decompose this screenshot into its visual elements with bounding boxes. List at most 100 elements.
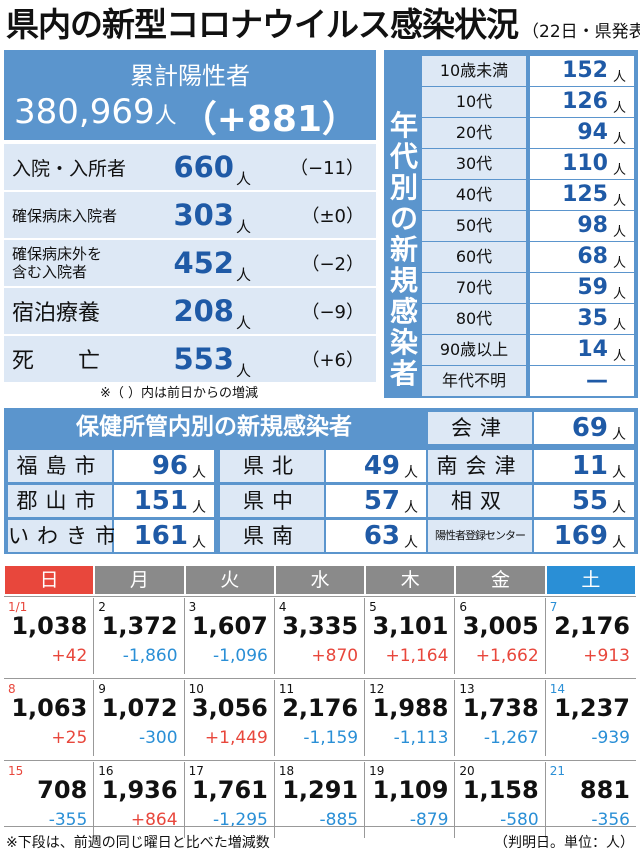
day-change: +25 — [51, 728, 88, 748]
health-center-count: 151 — [133, 486, 188, 516]
health-center-name: 南会津 — [428, 450, 532, 482]
day-change: -1,113 — [393, 728, 449, 748]
health-center-name: 県中 — [220, 485, 324, 517]
cumulative-label: 累計陽性者 — [130, 62, 250, 90]
health-center-name: 県北 — [220, 450, 324, 482]
health-center-unit: 人 — [192, 500, 206, 516]
calendar-day: 12 1,988 -1,113 — [365, 680, 456, 756]
age-unit: 人 — [612, 256, 626, 271]
stat-row: 確保病床入院者 303 人 （±0） — [4, 192, 376, 238]
age-value-cell: 126 人 — [530, 87, 634, 117]
day-change: +870 — [311, 646, 359, 666]
title-main: 県内の新型コロナウイルス感染状況 — [6, 5, 519, 44]
stat-unit: 人 — [236, 266, 252, 284]
health-center-value-cell: 69 人 — [534, 412, 634, 444]
stat-value: 303 — [173, 198, 234, 232]
health-center-unit: 人 — [612, 535, 626, 551]
health-center-unit: 人 — [192, 465, 206, 481]
stat-change: （−9） — [301, 302, 364, 323]
day-count: 3,101 — [372, 612, 449, 640]
day-change: +42 — [51, 646, 88, 666]
health-center-value-cell: 151 人 — [114, 485, 214, 517]
stat-name-line1: 確保病床外を — [12, 245, 103, 263]
calendar-day: 2 1,372 -1,860 — [94, 598, 185, 674]
health-center-name: 県南 — [220, 520, 324, 552]
stat-value: 452 — [173, 246, 234, 280]
age-value-cell: 68 人 — [530, 242, 634, 272]
age-group-label: 10歳未満 — [422, 56, 526, 86]
health-center-count: 96 — [151, 451, 188, 481]
health-center-count: 49 — [363, 451, 400, 481]
summary-note: ※（ ）内は前日からの増減 — [100, 386, 259, 401]
age-group-label: 50代 — [422, 211, 526, 241]
health-center-name: 陽性者登録センター — [428, 520, 532, 552]
calendar-bottom-line — [4, 826, 636, 827]
day-count: 1,291 — [282, 776, 359, 804]
stat-name-line2: 含む入院者 — [12, 263, 88, 281]
calendar-day: 18 1,291 -885 — [275, 762, 366, 838]
stat-change: （−11） — [290, 158, 364, 179]
day-date: 7 — [549, 600, 558, 614]
age-value-cell: 14 人 — [530, 335, 634, 365]
footnote-left: ※下段は、前週の同じ曜日と比べた増減数 — [6, 835, 270, 851]
health-center-name: 相双 — [428, 485, 532, 517]
day-count: 1,738 — [462, 694, 539, 722]
age-value-cell: 110 人 — [530, 149, 634, 179]
age-group-label: 年代不明 — [422, 366, 526, 396]
age-row: 30代 110 人 — [422, 149, 634, 179]
health-center-unit: 人 — [404, 535, 418, 551]
age-count: 94 — [577, 120, 608, 145]
health-center-value-cell: 11 人 — [534, 450, 634, 482]
age-unit: 人 — [612, 318, 626, 333]
age-row: 年代不明 — — [422, 366, 634, 396]
stat-name: 入院・入所者 — [12, 157, 127, 180]
day-date: 16 — [98, 764, 114, 778]
day-change: -1,096 — [213, 646, 268, 666]
calendar-day: 17 1,761 -1,295 — [185, 762, 275, 838]
day-change: -356 — [591, 810, 630, 830]
health-center-panel: 保健所管内別の新規感染者 福島市 96 人県北 49 人南会津 11 人郡山市 151 人県中 5… — [4, 408, 638, 554]
cumulative-positive-panel: 累計陽性者 380,969人 （+881） — [4, 50, 376, 140]
age-count: — — [586, 368, 608, 393]
cumulative-total: 380,969人 — [14, 92, 177, 132]
health-center-name: 会津 — [428, 412, 532, 444]
health-center-name: いわき市 — [8, 520, 116, 552]
calendar-day: 3 1,607 -1,096 — [185, 598, 275, 674]
day-date: 9 — [98, 682, 106, 696]
health-center-unit: 人 — [612, 465, 626, 481]
day-change: +913 — [583, 646, 630, 666]
weekday-header: 火 — [185, 566, 274, 594]
calendar-day: 7 2,176 +913 — [546, 598, 636, 674]
calendar-day: 9 1,072 -300 — [94, 680, 185, 756]
day-date: 12 — [369, 682, 385, 696]
age-count: 110 — [562, 151, 608, 176]
day-change: +1,662 — [475, 646, 539, 666]
health-center-name: 福島市 — [8, 450, 112, 482]
calendar-day: 8 1,063 +25 — [4, 680, 95, 756]
calendar-day: 13 1,738 -1,267 — [455, 680, 546, 756]
health-center-unit: 人 — [404, 465, 418, 481]
day-date: 4 — [278, 600, 287, 614]
stat-change: （+6） — [301, 350, 364, 371]
age-row: 10代 126 人 — [422, 87, 634, 117]
day-date: 2 — [98, 600, 106, 614]
calendar-day: 15 708 -355 — [4, 762, 95, 838]
day-change: -879 — [409, 810, 449, 830]
stat-row: 確保病床外を 含む入院者 452 人 （−2） — [4, 240, 376, 286]
day-count: 1,063 — [11, 694, 88, 722]
health-center-count: 161 — [133, 521, 188, 551]
health-center-value-cell: 57 人 — [326, 485, 426, 517]
age-row: 90歳以上 14 人 — [422, 335, 634, 365]
age-unit: 人 — [612, 163, 626, 178]
day-change: -355 — [48, 810, 88, 830]
age-row: 10歳未満 152 人 — [422, 56, 634, 86]
stat-unit: 人 — [236, 170, 252, 188]
age-unit: 人 — [612, 349, 626, 364]
age-count: 59 — [577, 275, 608, 300]
health-center-value-cell: 169 人 — [534, 520, 634, 552]
day-count: 3,056 — [191, 694, 268, 722]
age-value-cell: 94 人 — [530, 118, 634, 148]
calendar-row-divider — [4, 596, 636, 597]
age-row: 60代 68 人 — [422, 242, 634, 272]
age-value-cell: 59 人 — [530, 273, 634, 303]
